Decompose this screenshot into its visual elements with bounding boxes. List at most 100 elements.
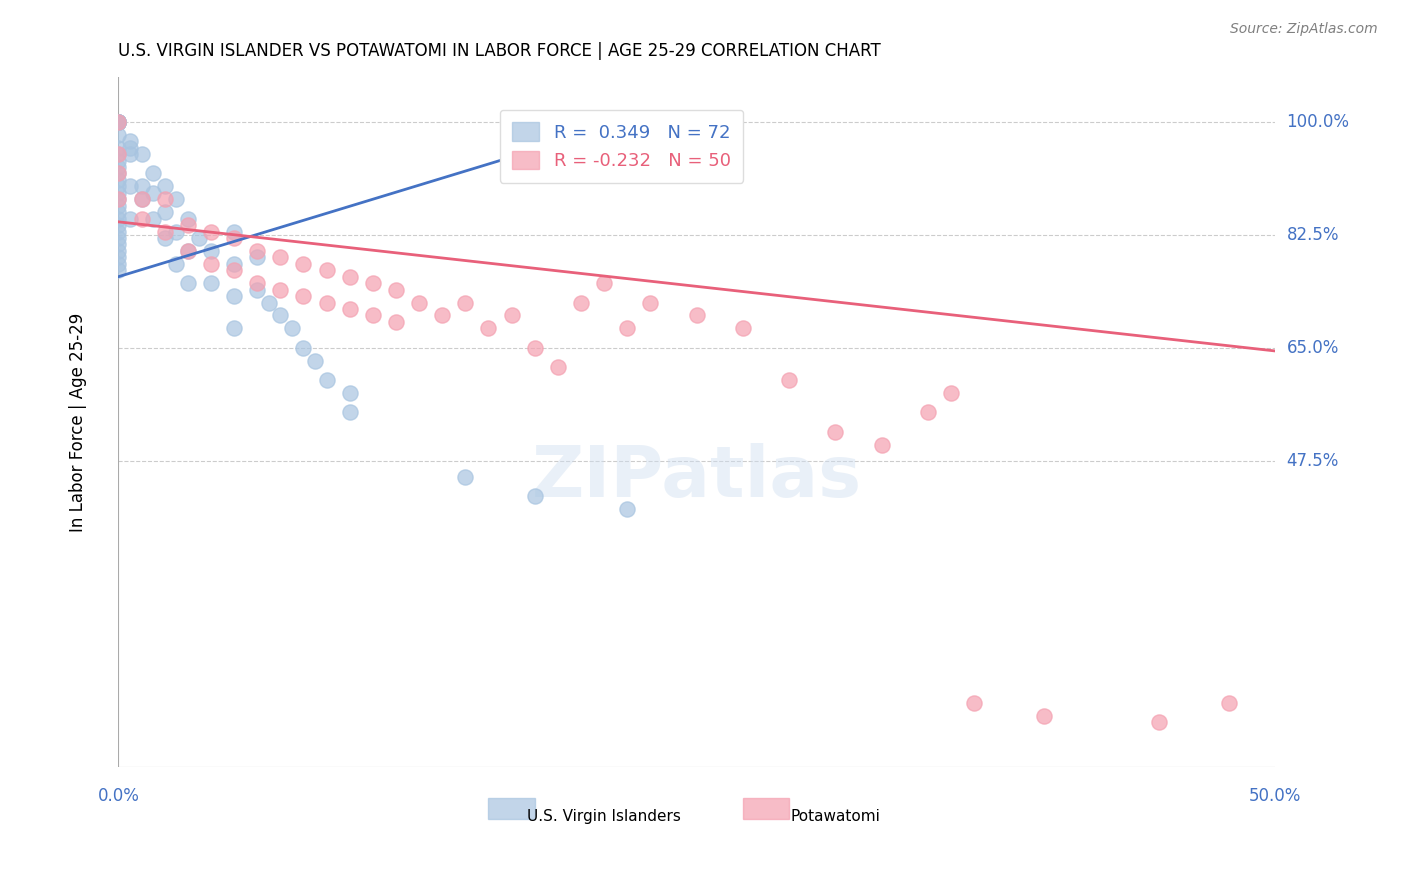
- Point: [107, 225, 129, 239]
- Text: In Labor Force | Age 25-29: In Labor Force | Age 25-29: [69, 312, 87, 532]
- Point: [292, 289, 315, 303]
- Point: [315, 263, 337, 277]
- Point: [118, 211, 141, 226]
- Point: [200, 276, 222, 290]
- Point: [107, 115, 129, 129]
- Point: [640, 295, 662, 310]
- Point: [361, 309, 384, 323]
- Text: Source: ZipAtlas.com: Source: ZipAtlas.com: [1230, 22, 1378, 37]
- Point: [246, 283, 269, 297]
- Point: [408, 295, 430, 310]
- Point: [165, 257, 187, 271]
- Point: [616, 502, 638, 516]
- Point: [200, 225, 222, 239]
- Point: [177, 244, 200, 258]
- Point: [939, 385, 962, 400]
- Point: [523, 341, 546, 355]
- Point: [131, 192, 153, 206]
- Point: [778, 373, 800, 387]
- Point: [501, 309, 523, 323]
- Point: [107, 140, 129, 154]
- Point: [142, 186, 165, 200]
- Point: [339, 269, 361, 284]
- Point: [107, 166, 129, 180]
- Point: [222, 321, 245, 335]
- Point: [731, 321, 754, 335]
- Point: [107, 166, 129, 180]
- Text: Potawatomi: Potawatomi: [790, 809, 880, 823]
- Point: [593, 276, 616, 290]
- Point: [131, 211, 153, 226]
- FancyBboxPatch shape: [488, 798, 534, 819]
- Point: [107, 199, 129, 213]
- Legend: R =  0.349   N = 72, R = -0.232   N = 50: R = 0.349 N = 72, R = -0.232 N = 50: [499, 110, 744, 183]
- Point: [177, 276, 200, 290]
- Text: U.S. Virgin Islanders: U.S. Virgin Islanders: [527, 809, 681, 823]
- Text: U.S. VIRGIN ISLANDER VS POTAWATOMI IN LABOR FORCE | AGE 25-29 CORRELATION CHART: U.S. VIRGIN ISLANDER VS POTAWATOMI IN LA…: [118, 42, 882, 60]
- Point: [118, 140, 141, 154]
- Point: [107, 115, 129, 129]
- Point: [385, 283, 408, 297]
- Point: [153, 192, 176, 206]
- Point: [107, 115, 129, 129]
- Point: [1149, 715, 1171, 730]
- Point: [292, 341, 315, 355]
- Point: [118, 147, 141, 161]
- Point: [107, 244, 129, 258]
- Point: [432, 309, 454, 323]
- Point: [107, 115, 129, 129]
- Text: ZIPatlas: ZIPatlas: [531, 442, 862, 512]
- Point: [107, 237, 129, 252]
- Point: [454, 295, 477, 310]
- Text: 65.0%: 65.0%: [1286, 339, 1339, 357]
- Point: [107, 263, 129, 277]
- Point: [269, 283, 291, 297]
- Point: [870, 437, 893, 451]
- Point: [454, 470, 477, 484]
- Point: [361, 276, 384, 290]
- Point: [142, 211, 165, 226]
- Point: [339, 301, 361, 316]
- Point: [107, 115, 129, 129]
- Point: [107, 115, 129, 129]
- Point: [188, 231, 211, 245]
- Point: [107, 173, 129, 187]
- Point: [1032, 708, 1054, 723]
- Point: [107, 115, 129, 129]
- Point: [107, 115, 129, 129]
- Point: [107, 115, 129, 129]
- Point: [200, 257, 222, 271]
- Point: [107, 147, 129, 161]
- Point: [153, 179, 176, 194]
- Point: [153, 225, 176, 239]
- Point: [107, 115, 129, 129]
- Point: [685, 309, 707, 323]
- Point: [177, 244, 200, 258]
- Point: [246, 250, 269, 264]
- Point: [339, 385, 361, 400]
- Point: [269, 250, 291, 264]
- Point: [107, 128, 129, 142]
- Point: [824, 425, 846, 439]
- Point: [107, 192, 129, 206]
- Point: [917, 405, 939, 419]
- Point: [107, 218, 129, 232]
- Point: [107, 257, 129, 271]
- Point: [107, 186, 129, 200]
- Point: [616, 321, 638, 335]
- Point: [246, 244, 269, 258]
- Point: [222, 231, 245, 245]
- Point: [107, 115, 129, 129]
- FancyBboxPatch shape: [742, 798, 789, 819]
- Point: [131, 192, 153, 206]
- Point: [165, 225, 187, 239]
- Point: [257, 295, 280, 310]
- Point: [222, 289, 245, 303]
- Point: [222, 263, 245, 277]
- Point: [222, 225, 245, 239]
- Point: [304, 353, 326, 368]
- Point: [269, 309, 291, 323]
- Point: [107, 205, 129, 219]
- Text: 82.5%: 82.5%: [1286, 226, 1339, 244]
- Point: [107, 147, 129, 161]
